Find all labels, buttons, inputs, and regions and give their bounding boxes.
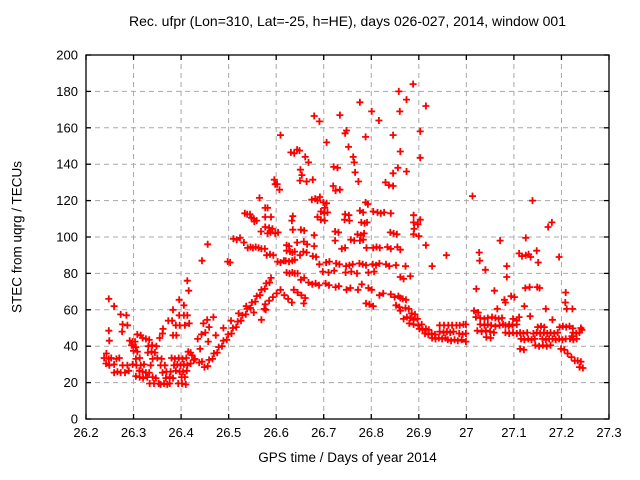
x-tick-label: 26.8: [359, 425, 384, 440]
y-tick-label: 40: [64, 339, 78, 354]
y-tick-label: 100: [56, 230, 78, 245]
y-tick-label: 120: [56, 193, 78, 208]
y-tick-label: 200: [56, 48, 78, 63]
x-tick-label: 27.1: [501, 425, 526, 440]
x-tick-label: 26.4: [168, 425, 193, 440]
y-tick-label: 140: [56, 157, 78, 172]
y-tick-label: 0: [71, 412, 78, 427]
x-tick-label: 26.7: [311, 425, 336, 440]
x-tick-label: 27.2: [549, 425, 574, 440]
x-tick-label: 26.9: [406, 425, 431, 440]
y-tick-label: 160: [56, 120, 78, 135]
x-tick-label: 27: [459, 425, 473, 440]
x-tick-label: 27.3: [596, 425, 621, 440]
x-tick-label: 26.6: [264, 425, 289, 440]
scatter-points: [100, 80, 587, 388]
y-tick-label: 80: [64, 266, 78, 281]
x-tick-label: 26.2: [73, 425, 98, 440]
x-tick-label: 26.3: [121, 425, 146, 440]
y-tick-label: 60: [64, 302, 78, 317]
chart-title: Rec. ufpr (Lon=310, Lat=-25, h=HE), days…: [128, 13, 566, 29]
x-tick-label: 26.5: [216, 425, 241, 440]
y-tick-label: 180: [56, 84, 78, 99]
y-tick-label: 20: [64, 375, 78, 390]
y-axis-label: STEC from uqrg / TECUs: [9, 160, 25, 314]
x-axis-label: GPS time / Days of year 2014: [258, 450, 437, 465]
